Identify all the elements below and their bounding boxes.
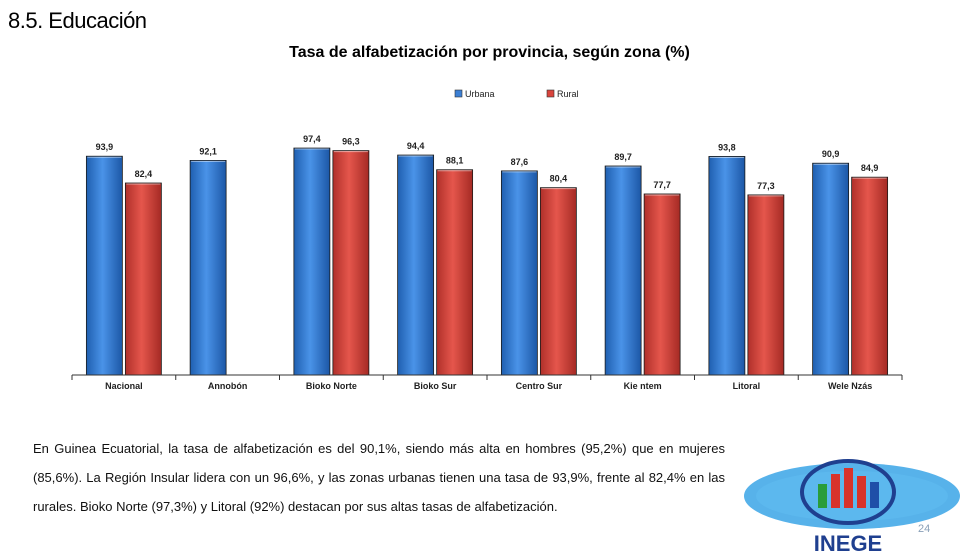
legend-label-rural: Rural — [557, 89, 579, 99]
data-label-urbana: 92,1 — [199, 146, 217, 156]
bar-urbana — [293, 147, 331, 376]
data-label-rural: 80,4 — [550, 174, 568, 184]
bar-urbana — [604, 165, 642, 376]
bar-urbana — [85, 155, 123, 376]
legend-swatch-urbana — [454, 89, 463, 98]
data-label-rural: 96,3 — [342, 137, 360, 147]
bar-urbana — [397, 154, 435, 376]
x-tick-label: Kie ntem — [624, 381, 662, 391]
x-tick-label: Annobón — [208, 381, 248, 391]
bar-rural — [539, 187, 577, 376]
bar-urbana — [812, 162, 850, 376]
chart-title: Tasa de alfabetización por provincia, se… — [289, 44, 690, 61]
x-tick-label: Bioko Norte — [306, 381, 357, 391]
section-title: 8.5. Educación — [8, 8, 147, 33]
bar-rural — [436, 169, 474, 376]
bar-rural — [643, 193, 681, 376]
data-label-urbana: 94,4 — [407, 141, 425, 151]
bar-urbana — [500, 170, 538, 376]
x-axis: Nacional Annobón Bioko Norte Bioko Sur Centr… — [71, 374, 903, 391]
data-label-urbana: 90,9 — [822, 149, 840, 159]
legend-swatch-rural — [546, 89, 555, 98]
x-tick-label: Bioko Sur — [414, 381, 457, 391]
bar-urbana — [708, 156, 746, 376]
data-label-rural: 84,9 — [861, 163, 879, 173]
logo-text: INEGE — [814, 531, 882, 554]
body-paragraph: En Guinea Ecuatorial, la tasa de alfabet… — [33, 441, 725, 514]
data-label-rural: 88,1 — [446, 156, 464, 166]
chart-legend: Urbana Rural — [454, 89, 579, 99]
inege-logo: INEGE — [744, 459, 960, 554]
data-label-urbana: 93,8 — [718, 142, 736, 152]
bar-rural — [332, 150, 370, 376]
bars-group: 93,9 82,4 92,1 97,4 96,3 94,4 88,1 87,6 80,4 89,7… — [85, 134, 889, 376]
x-tick-label: Nacional — [105, 381, 143, 391]
bar-rural — [747, 194, 785, 376]
page-number: 24 — [918, 523, 931, 535]
data-label-urbana: 97,4 — [303, 134, 321, 144]
data-label-urbana: 87,6 — [511, 157, 529, 167]
bar-urbana — [189, 160, 227, 376]
x-tick-label: Centro Sur — [516, 381, 563, 391]
legend-label-urbana: Urbana — [465, 89, 495, 99]
bar-chart: Urbana Rural 93,9 82,4 92,1 97,4 96,3 94,4 88,1… — [71, 89, 903, 391]
bar-rural — [851, 176, 889, 376]
data-label-urbana: 89,7 — [614, 152, 632, 162]
data-label-rural: 77,7 — [653, 180, 671, 190]
data-label-rural: 82,4 — [135, 169, 153, 179]
bar-rural — [124, 182, 162, 376]
data-label-rural: 77,3 — [757, 181, 775, 191]
x-tick-label: Wele Nzás — [828, 381, 872, 391]
x-tick-label: Litoral — [733, 381, 761, 391]
data-label-urbana: 93,9 — [96, 142, 114, 152]
